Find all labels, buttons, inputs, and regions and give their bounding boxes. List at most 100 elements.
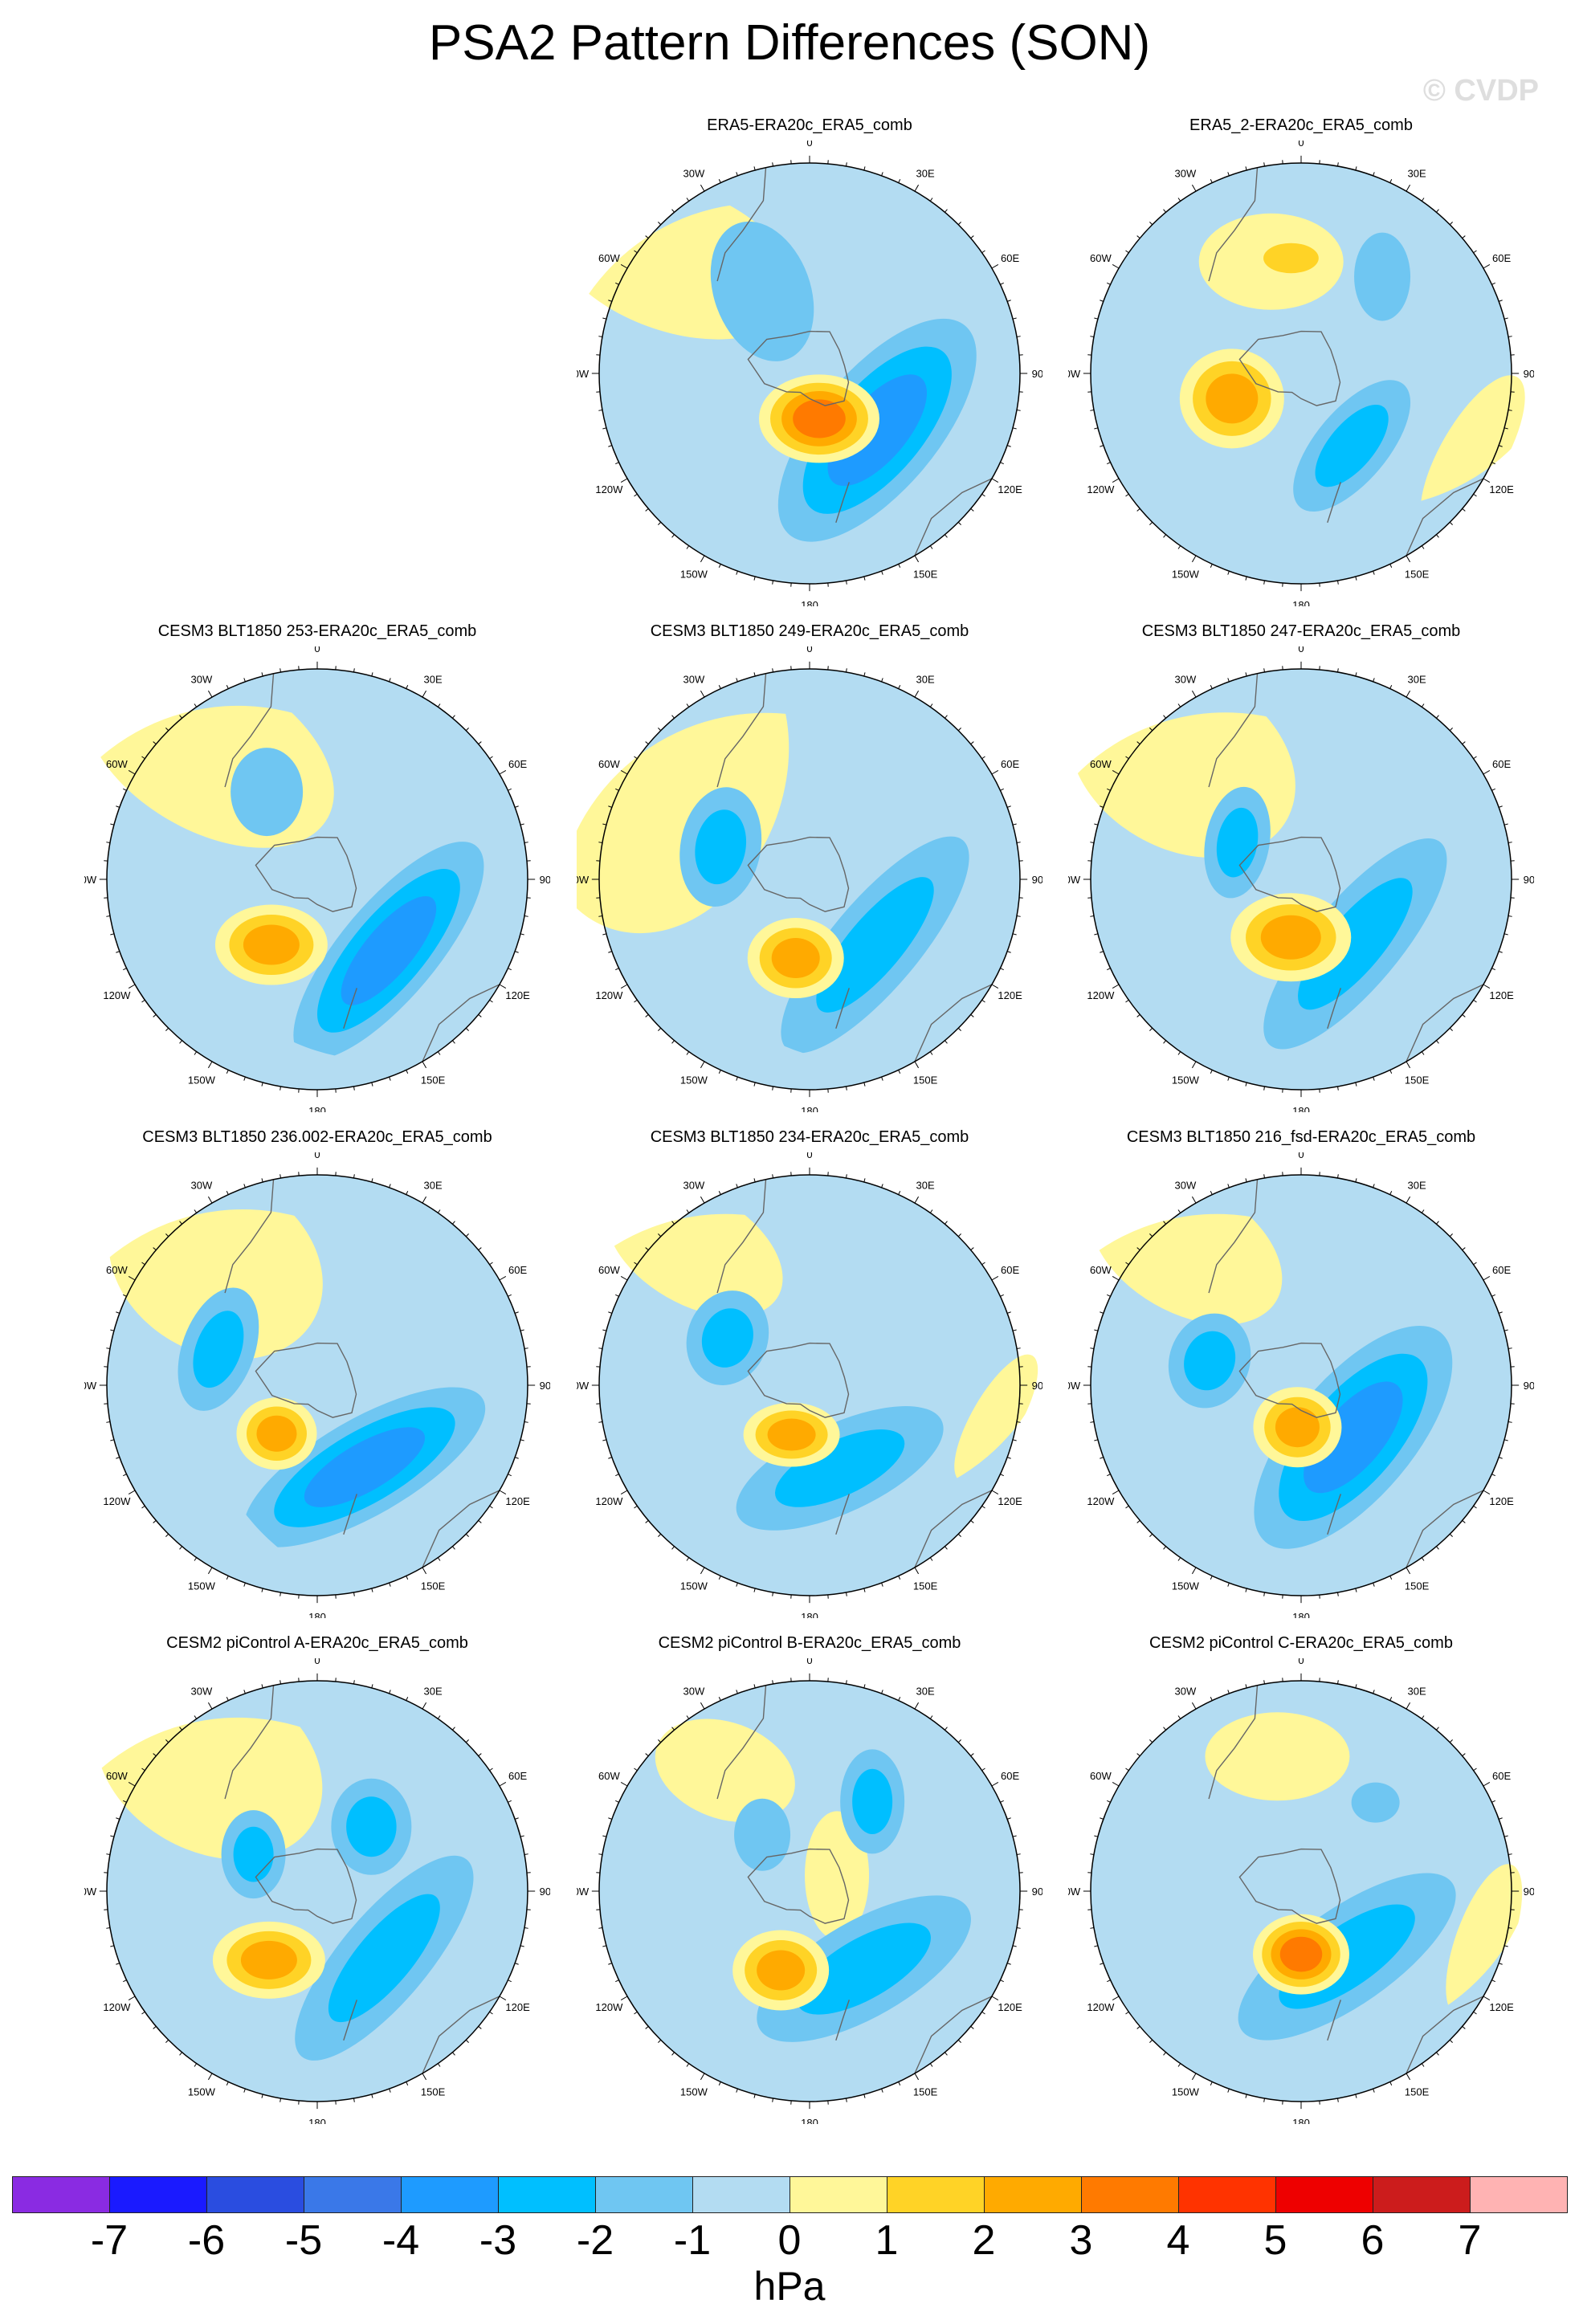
lon-tick [406,1070,409,1074]
lon-tick [671,1546,675,1550]
colorbar-box [984,2176,1082,2213]
lon-tick [846,1174,847,1179]
lon-tick [123,968,127,971]
lon-tick [686,703,690,707]
lon-tick [863,2094,866,2098]
lon-tick [602,317,607,320]
lon-tick [1473,250,1477,254]
lon-tick [1007,805,1011,808]
lon-tick [1406,1567,1411,1575]
lon-tick [718,564,721,568]
lon-label: 30E [1408,1179,1426,1191]
lon-tick [1263,580,1265,585]
lon-label: 90W [1068,1380,1081,1392]
lon-tick [520,933,524,936]
lon-tick [1090,915,1095,917]
lon-tick [945,1221,948,1225]
lon-tick [957,1027,961,1031]
lon-tick [1436,715,1439,719]
colorbar-tick-label: 6 [1361,2217,1385,2264]
lon-tick [406,685,409,689]
lon-tick [1125,1767,1129,1772]
lon-tick [1389,1191,1393,1195]
lon-label: 60W [1090,1264,1112,1276]
lon-tick [1389,179,1393,183]
lon-tick [165,2039,169,2043]
lon-tick [863,166,866,171]
colorbar-tick-label: -5 [284,2217,323,2264]
australia-outline [1406,1490,1484,1568]
lon-label: 150E [913,2086,938,2098]
lon-label: 120W [595,989,623,1001]
lon-tick [1504,823,1508,826]
lon-tick [1094,933,1099,936]
lon-tick [929,703,933,707]
lon-tick [846,1680,847,1685]
australia-outline [422,984,500,1062]
lon-tick [1125,756,1129,760]
lon-tick [478,1753,482,1756]
lon-tick [1355,166,1357,171]
lon-tick [1094,1329,1099,1331]
lon-tick [1406,555,1411,563]
south-america-outline [1208,1685,1259,1800]
lon-tick [1373,1690,1375,1694]
lon-label: 0 [806,1152,812,1160]
lon-tick [1000,788,1004,791]
lon-tick [718,1191,721,1195]
lon-tick [1504,1439,1508,1441]
lon-tick [736,2089,738,2093]
lon-tick [226,1070,229,1074]
lon-tick [615,1474,619,1477]
lon-tick [914,690,920,698]
lon-tick [1499,445,1503,447]
lon-tick [846,668,847,673]
lon-tick [279,1592,281,1596]
lon-tick [1163,2052,1166,2056]
lon-label: 60E [1492,1264,1511,1276]
lon-tick [863,1588,866,1592]
lon-tick [753,1082,756,1087]
lon-tick [106,1927,111,1929]
lon-label: 0 [314,1658,320,1666]
lon-tick [499,1490,507,1495]
polar-map: 0 30E 60E 90E 120E 150E 180 150W 120W 90W 60W 30W [1068,1658,1534,2124]
lon-tick [1473,2011,1477,2015]
map-panel: CESM3 BLT1850 216_fsd-ERA20c_ERA5_comb 0 3… [1068,1128,1534,1626]
lon-tick [1491,1474,1495,1477]
polar-map: 0 30E 60E 90E 120E 150E 180 150W 120W 90W 60W 30W [84,646,550,1112]
negative-anomaly-level-1 [816,877,934,1013]
polar-map: 0 30E 60E 90E 120E 150E 180 150W 120W 90W 60W 30W [577,141,1042,606]
lon-label: 30W [683,1685,705,1697]
lon-tick [478,1014,482,1017]
lon-label: 120W [103,989,131,1001]
lon-tick [110,1329,115,1331]
lon-tick [520,1439,524,1441]
lon-tick [863,1178,866,1183]
lon-label: 180 [1292,2117,1310,2124]
new-zealand-outline [343,988,357,1029]
lon-tick [1504,427,1508,430]
lon-tick [615,968,619,971]
lon-tick [1473,756,1477,760]
lon-tick [389,1077,391,1081]
antarctica-outline [255,836,357,912]
lon-tick [1100,951,1104,953]
lon-tick [406,1576,409,1580]
lon-tick [1483,478,1491,483]
lon-tick [1149,2039,1153,2043]
lon-tick [279,1086,281,1091]
lon-tick [1007,445,1011,447]
lon-tick [1263,1592,1265,1596]
lon-tick [1163,1040,1166,1044]
australia-outline [1406,984,1484,1062]
lon-tick [110,933,115,936]
lon-tick [1337,1174,1339,1179]
lon-tick [437,1557,441,1561]
lon-tick [1491,788,1495,791]
positive-anomaly-level-1 [1263,243,1319,274]
lon-tick [1499,1963,1503,1965]
lon-tick [846,580,847,585]
lon-tick [881,2089,883,2093]
lon-tick [1337,1086,1339,1091]
